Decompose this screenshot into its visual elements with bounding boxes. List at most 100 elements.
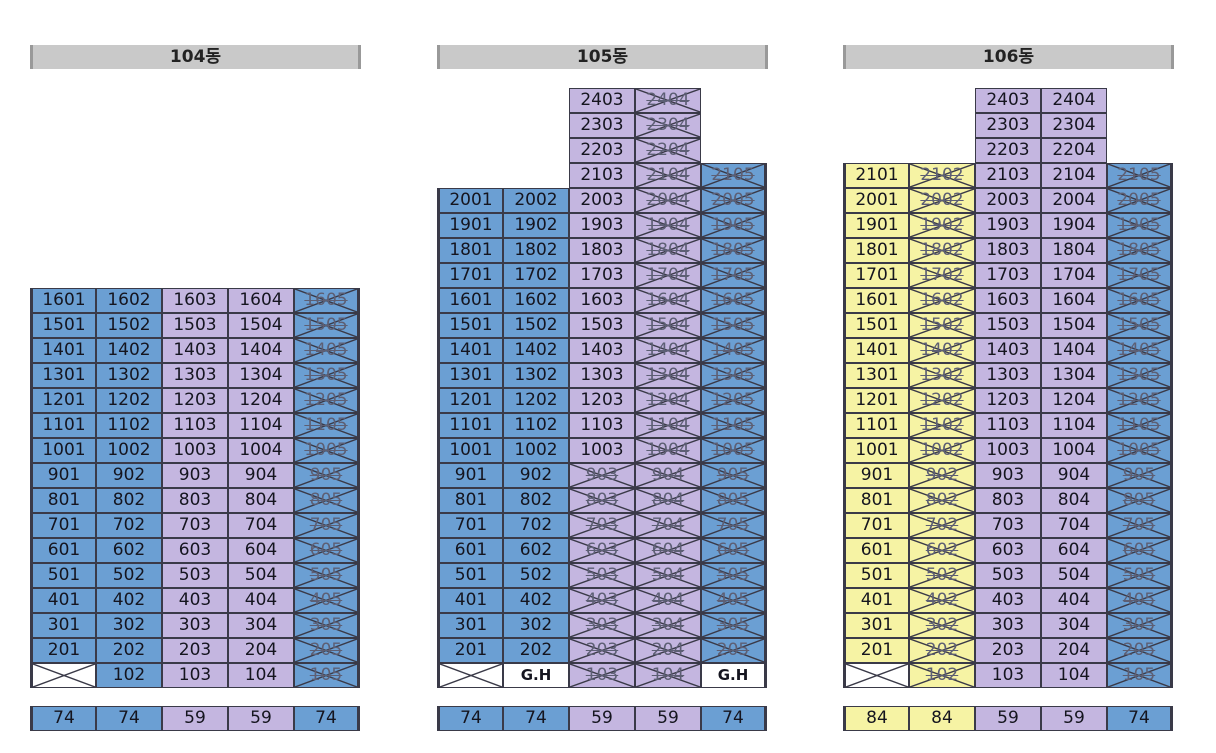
cross-mark-icon <box>1108 414 1170 437</box>
cross-mark-icon <box>636 114 700 137</box>
unit-size-cell: 74 <box>701 706 767 731</box>
unit-cell: 1302 <box>503 363 569 388</box>
cross-mark-icon <box>702 389 764 412</box>
unit-cell: 403 <box>162 588 228 613</box>
unit-cell: 1102 <box>503 413 569 438</box>
unit-number: 505 <box>1122 565 1156 585</box>
unit-cell: 1901 <box>437 213 503 238</box>
unit-cell: 203 <box>569 638 635 663</box>
unit-number: 2104 <box>646 165 690 185</box>
unit-cell: 701 <box>437 513 503 538</box>
ground-unit-cell: 103 <box>975 663 1041 688</box>
unit-number: 801 <box>47 490 81 510</box>
unit-number: 402 <box>112 590 146 610</box>
cross-mark-icon <box>910 639 974 662</box>
unit-number: 205 <box>716 640 750 660</box>
unit-cell: 1401 <box>843 338 909 363</box>
unit-number: 401 <box>47 590 81 610</box>
unit-number: 301 <box>454 615 488 635</box>
unit-number: 2005 <box>1117 190 1161 210</box>
unit-cell: 2005 <box>701 188 767 213</box>
unit-cell: 301 <box>437 613 503 638</box>
unit-number: 1304 <box>239 365 283 385</box>
unit-cell: 603 <box>569 538 635 563</box>
unit-size-cell: 74 <box>96 706 162 731</box>
unit-label: 74 <box>53 708 75 728</box>
unit-number: 802 <box>112 490 146 510</box>
unit-number: 904 <box>651 465 685 485</box>
building-104: 104동 201 301 401 501 601 701 801 901 1001 1101 120… <box>30 0 365 753</box>
unit-number: 502 <box>925 565 959 585</box>
unit-cell: 1304 <box>1041 363 1107 388</box>
unit-cell: 1502 <box>909 313 975 338</box>
unit-cell: 1801 <box>843 238 909 263</box>
unit-number: 1703 <box>580 265 624 285</box>
cross-mark-icon <box>1108 514 1170 537</box>
cross-mark-icon <box>636 239 700 262</box>
unit-cell: 1601 <box>30 288 96 313</box>
unit-number: 201 <box>454 640 488 660</box>
unit-cell: 2004 <box>1041 188 1107 213</box>
unit-cell: 202 <box>503 638 569 663</box>
unit-number: 1801 <box>855 240 899 260</box>
unit-cell: 1205 <box>1107 388 1173 413</box>
unit-cell: 301 <box>843 613 909 638</box>
unit-number: 203 <box>585 640 619 660</box>
unit-number: 1001 <box>449 440 493 460</box>
unit-cell: 703 <box>569 513 635 538</box>
unit-number: 703 <box>585 515 619 535</box>
unit-number: 204 <box>244 640 278 660</box>
unit-cell: 901 <box>843 463 909 488</box>
cross-mark-icon <box>1108 164 1170 187</box>
unit-cell: 704 <box>228 513 294 538</box>
unit-cell: 501 <box>843 563 909 588</box>
building-106: 106동 201 301 401 501 601 701 801 901 1001 1101 120… <box>843 0 1178 753</box>
unit-cell: 504 <box>635 563 701 588</box>
unit-number: 2102 <box>920 165 964 185</box>
unit-cell: 702 <box>503 513 569 538</box>
unit-cell: 1404 <box>635 338 701 363</box>
unit-number: 1302 <box>514 365 558 385</box>
unit-cell: 403 <box>569 588 635 613</box>
unit-number: 1404 <box>1052 340 1096 360</box>
unit-cell: 1901 <box>843 213 909 238</box>
unit-cell: 1203 <box>975 388 1041 413</box>
unit-number: 904 <box>244 465 278 485</box>
unit-cell: 1504 <box>1041 313 1107 338</box>
unit-number: 1102 <box>107 415 151 435</box>
unit-cell: 1305 <box>1107 363 1173 388</box>
cross-mark-icon <box>295 389 357 412</box>
unit-number: 2105 <box>711 165 755 185</box>
unit-number: 705 <box>309 515 343 535</box>
unit-number: 702 <box>112 515 146 535</box>
empty-ground-cell <box>843 663 909 688</box>
unit-cell: 1603 <box>975 288 1041 313</box>
unit-number: 1102 <box>514 415 558 435</box>
building-title: 105동 <box>437 45 768 69</box>
unit-number: 901 <box>860 465 894 485</box>
unit-number: 202 <box>112 640 146 660</box>
unit-cell: 1903 <box>569 213 635 238</box>
unit-label: 105 <box>309 665 343 685</box>
unit-number: 202 <box>519 640 553 660</box>
cross-mark-icon <box>295 489 357 512</box>
unit-number: 1603 <box>986 290 1030 310</box>
unit-cell: 604 <box>635 538 701 563</box>
unit-number: 602 <box>925 540 959 560</box>
unit-cell: 2104 <box>635 163 701 188</box>
unit-cell: 1401 <box>437 338 503 363</box>
unit-cell: 1703 <box>975 263 1041 288</box>
unit-number: 804 <box>651 490 685 510</box>
unit-label: 103 <box>178 665 212 685</box>
unit-cell: 1002 <box>96 438 162 463</box>
cross-mark-icon <box>570 464 634 487</box>
unit-size-cell: 74 <box>437 706 503 731</box>
unit-cell: 803 <box>162 488 228 513</box>
unit-number: 1505 <box>1117 315 1161 335</box>
cross-mark-icon <box>1108 264 1170 287</box>
unit-number: 1605 <box>711 290 755 310</box>
unit-number: 1502 <box>107 315 151 335</box>
unit-number: 2403 <box>580 90 624 110</box>
unit-cell: 302 <box>96 613 162 638</box>
unit-cell: 1601 <box>843 288 909 313</box>
